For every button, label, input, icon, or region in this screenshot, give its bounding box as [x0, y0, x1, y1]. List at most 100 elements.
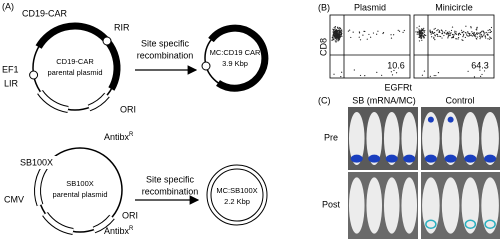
event-dot [431, 30, 433, 33]
step-label: recombination [137, 50, 194, 60]
event-dot [338, 27, 341, 29]
mc-label: 2.2 Kbp [224, 197, 250, 206]
y-axis-label: CD8 [318, 38, 328, 56]
event-dot [437, 29, 439, 31]
event-dot [339, 33, 341, 35]
event-dot [372, 32, 375, 34]
mc-label: 3.9 Kbp [222, 59, 248, 68]
event-dot [334, 40, 336, 42]
event-dot [483, 70, 486, 72]
antibx-label: AntibxR [104, 132, 134, 143]
event-dot [337, 36, 339, 38]
event-dot [489, 31, 492, 33]
event-dot [449, 34, 452, 36]
event-dot [349, 29, 351, 31]
event-dot [433, 74, 435, 77]
plasmid-label: SB100X [66, 179, 94, 188]
event-dot [481, 73, 483, 76]
event-dot [465, 32, 467, 34]
event-dot [452, 36, 455, 39]
event-dot [476, 32, 479, 34]
mouse [441, 112, 460, 165]
event-dot [421, 34, 423, 36]
event-dot [366, 38, 368, 40]
event-dot [338, 34, 341, 36]
event-dot [395, 72, 398, 74]
event-dot [333, 73, 335, 75]
event-dot [353, 69, 355, 71]
event-dot [333, 36, 335, 38]
event-dot [476, 29, 478, 31]
signal [350, 154, 363, 163]
event-dot [479, 33, 481, 35]
event-dot [381, 74, 383, 76]
event-dot [485, 37, 487, 39]
mc-label: MC:SB100X [216, 186, 257, 195]
event-dot [470, 34, 472, 36]
panel-label: (B) [318, 2, 330, 12]
event-dot [462, 39, 464, 42]
mouse [422, 177, 440, 234]
event-dot [451, 26, 454, 28]
label-box [20, 7, 78, 20]
event-dot [336, 39, 338, 41]
event-dot [418, 33, 420, 36]
mouse [366, 177, 383, 234]
event-dot [479, 36, 482, 38]
event-dot [363, 30, 365, 32]
flow-plots [329, 14, 495, 79]
event-dot [455, 38, 457, 40]
event-dot [490, 30, 492, 33]
event-dot [334, 30, 336, 32]
event-dot [465, 25, 467, 27]
column-label: Control [445, 95, 474, 105]
mc-insert-arc [208, 24, 269, 92]
event-dot [422, 35, 424, 37]
event-dot [440, 35, 442, 38]
antibx-sup: R [129, 132, 134, 138]
event-dot [335, 31, 337, 33]
event-dot [471, 31, 473, 33]
event-dot [465, 34, 468, 36]
event-dot [418, 28, 420, 30]
event-dot [340, 33, 342, 36]
column-label: Minicircle [435, 2, 473, 12]
event-dot [370, 36, 372, 38]
event-dot [341, 35, 343, 37]
event-dot [436, 35, 439, 37]
mouse [461, 177, 480, 234]
event-dot [454, 30, 456, 32]
mouse [401, 177, 418, 234]
event-dot [484, 32, 486, 34]
event-dot [418, 25, 420, 27]
event-dot [448, 33, 450, 35]
event-dot [483, 33, 485, 35]
event-dot [480, 75, 482, 77]
event-dot [393, 69, 395, 72]
antibx-text: Antibx [104, 226, 130, 236]
event-dot [481, 35, 483, 38]
event-dot [390, 34, 392, 36]
event-dot [438, 35, 440, 37]
event-dot [421, 36, 423, 39]
event-dot [397, 29, 399, 32]
event-dot [467, 32, 469, 34]
event-dot [457, 33, 460, 35]
event-dot [420, 34, 422, 36]
event-dot [429, 75, 431, 77]
event-dot [333, 32, 335, 35]
event-dot [421, 29, 424, 31]
step-label: Site specific [141, 38, 190, 48]
event-dot [393, 34, 395, 36]
plot-frame [329, 14, 411, 79]
event-dot [340, 32, 342, 34]
event-dot [484, 35, 487, 37]
rir-label: RIR [114, 22, 130, 32]
event-dot [437, 72, 440, 74]
event-dot [462, 36, 464, 38]
event-dot [430, 33, 432, 35]
event-dot [476, 36, 479, 38]
mouse [348, 177, 365, 234]
event-dot [434, 34, 436, 36]
event-dot [423, 27, 425, 29]
